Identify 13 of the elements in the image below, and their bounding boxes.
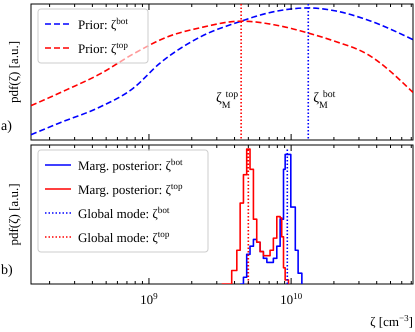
x-tick-label: 10$^{9}$ bbox=[140, 291, 158, 307]
legend-label: Marg. posterior: ζ$^{bot}$ bbox=[78, 157, 183, 173]
x-tick-label: 10$^{10}$ bbox=[280, 291, 303, 307]
text: b) bbox=[1, 263, 13, 278]
legend-label: Prior: ζ$^{top}$ bbox=[78, 40, 128, 56]
legend-label: Prior: ζ$^{bot}$ bbox=[78, 16, 128, 32]
text: a) bbox=[1, 119, 12, 134]
y-axis-title: pdf(ζ) [a.u.] bbox=[6, 183, 21, 246]
legend-label: Marg. posterior: ζ$^{top}$ bbox=[78, 181, 183, 197]
legend-label: Global mode: ζ$^{bot}$ bbox=[78, 205, 170, 221]
legend-label: Global mode: ζ$^{top}$ bbox=[78, 229, 170, 245]
x-axis-title: ζ [cm$^{−3}$] bbox=[370, 313, 413, 329]
y-axis-title: pdf(ζ) [a.u.] bbox=[6, 40, 21, 104]
